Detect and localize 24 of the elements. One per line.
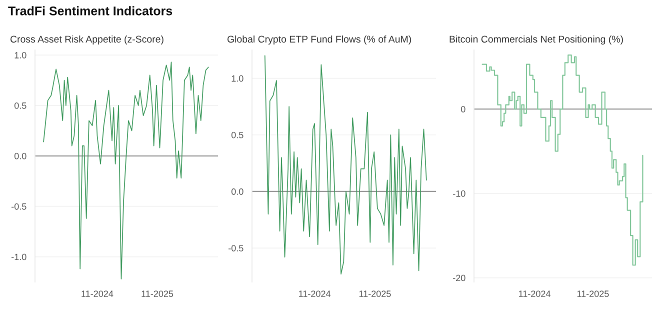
y-tick-label: 1.0 [14, 52, 26, 58]
y-tick-label: 0.5 [14, 102, 26, 109]
chart-subtitle: Cross Asset Risk Appetite (z-Score) [10, 35, 164, 45]
x-tick-label: 11-2025 [142, 290, 174, 297]
x-tick-label: 11-2025 [359, 290, 391, 297]
y-tick-label: 0.0 [231, 188, 244, 195]
chart-subtitle: Bitcoin Commercials Net Positioning (%) [450, 35, 623, 45]
y-tick-label: -10 [453, 190, 466, 197]
x-tick-label: 11-2024 [518, 290, 550, 297]
y-tick-label: -0.5 [12, 203, 26, 210]
x-tick-label: 11-2024 [299, 290, 331, 297]
chart-subtitle: Global Crypto ETP Fund Flows (% of AuM) [227, 35, 412, 45]
y-tick-label: -20 [453, 274, 466, 282]
line-series [43, 62, 209, 280]
y-tick-label: -1.0 [12, 254, 26, 260]
y-tick-label: 0.0 [14, 152, 26, 160]
chart-title: TradFi Sentiment Indicators [8, 6, 172, 16]
line-series [264, 55, 427, 274]
x-tick-label: 11-2024 [82, 290, 114, 297]
y-tick-label: -0.5 [228, 245, 244, 252]
y-tick-label: 0.5 [231, 132, 244, 138]
x-tick-label: 11-2025 [577, 290, 609, 297]
y-tick-label: 0 [461, 106, 466, 112]
y-tick-label: 1.0 [232, 75, 244, 82]
